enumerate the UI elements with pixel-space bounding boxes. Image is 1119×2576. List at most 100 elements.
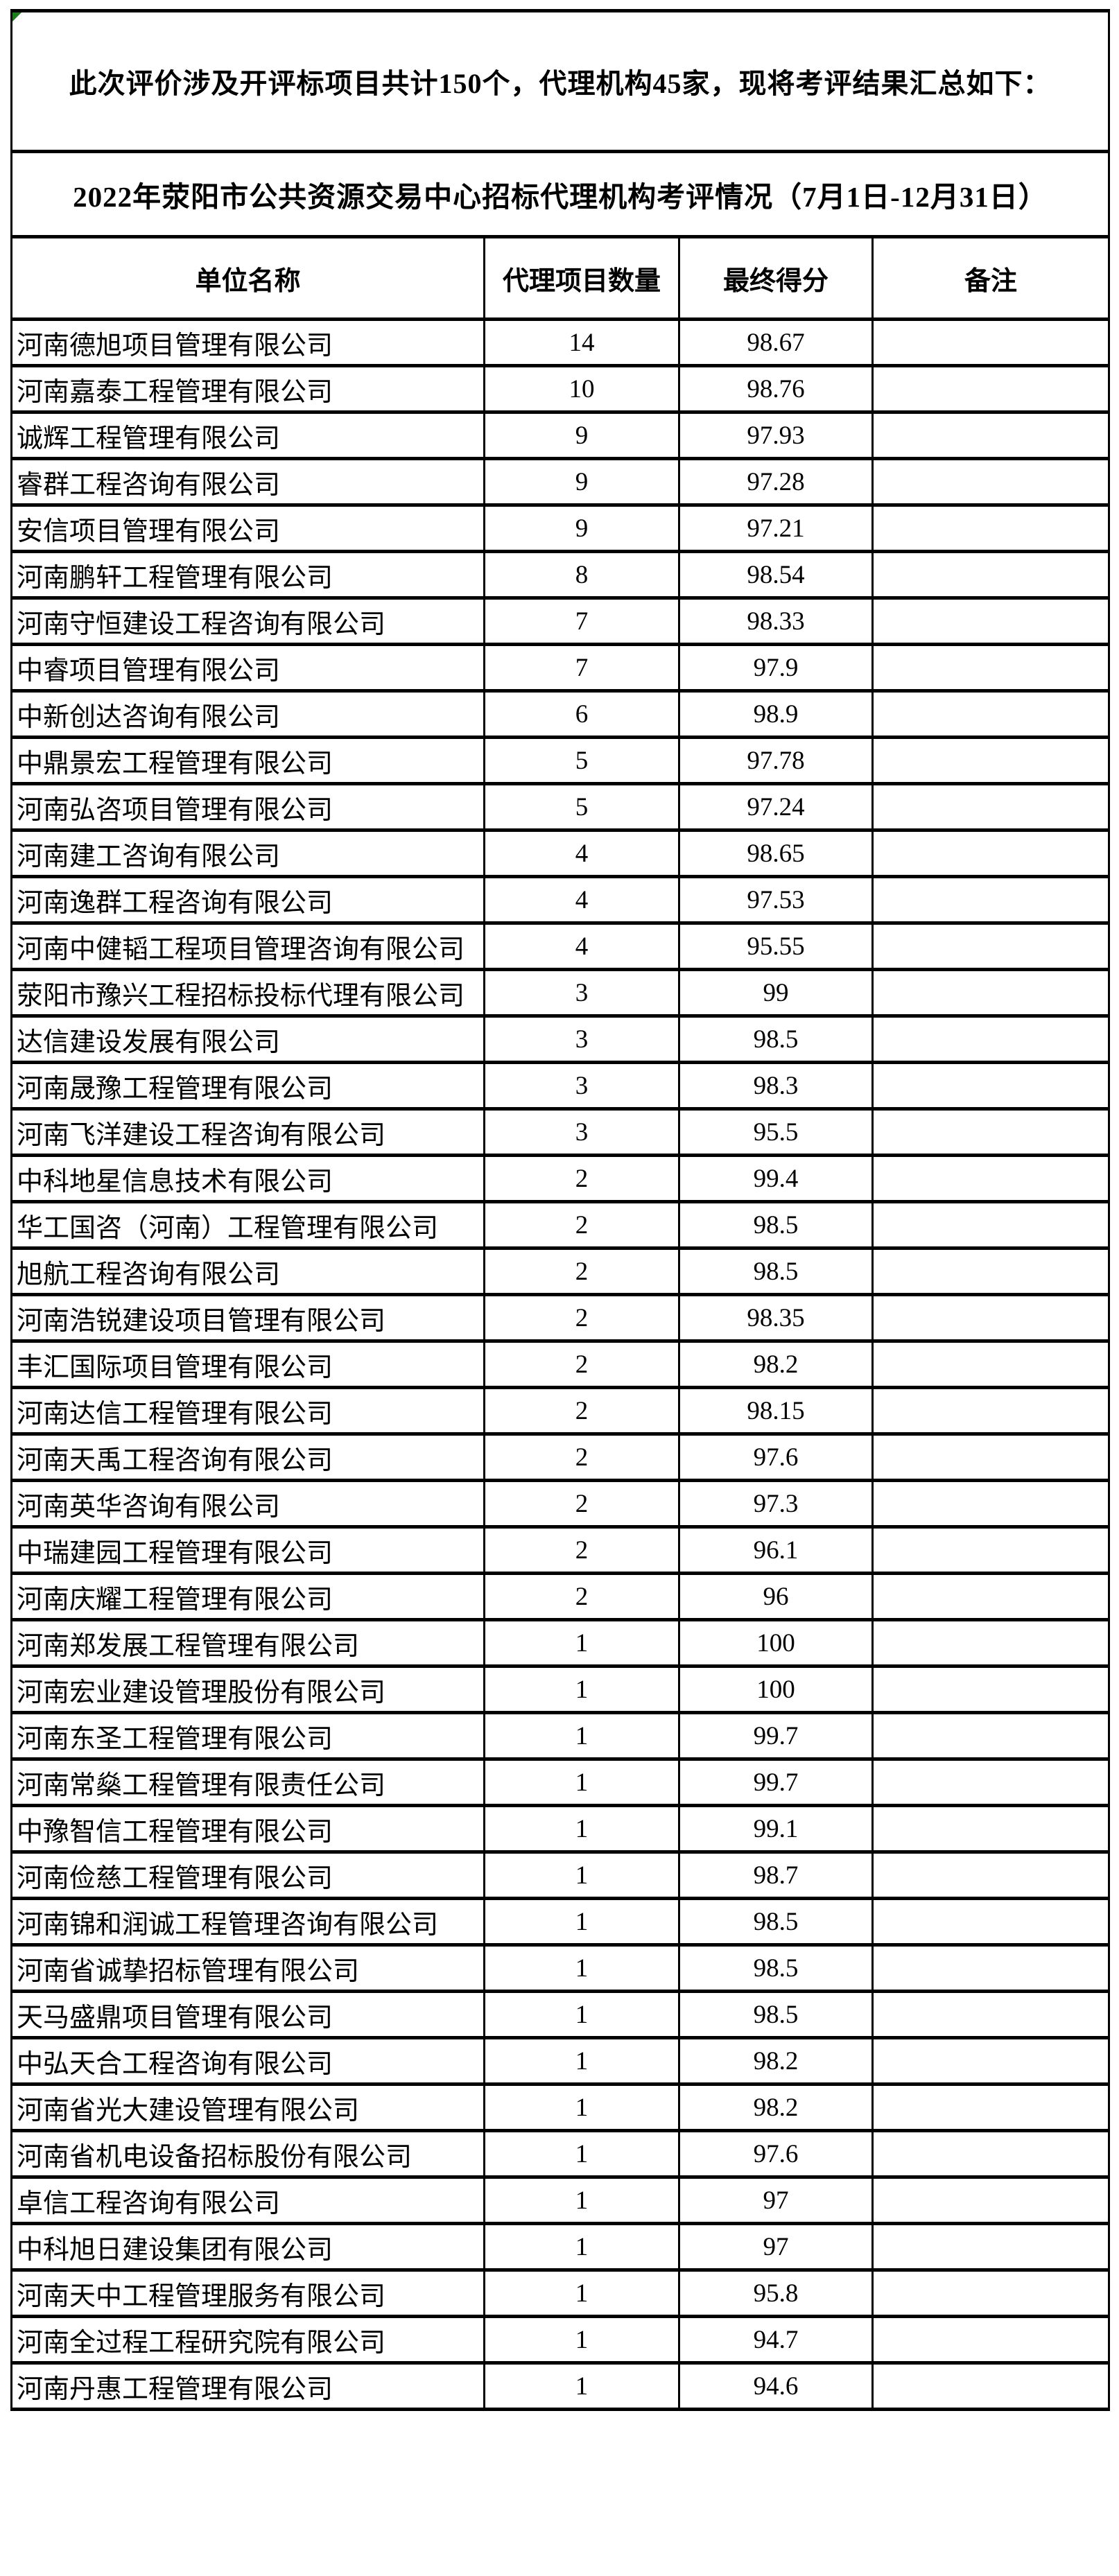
remark-cell (871, 596, 1110, 646)
remark-cell (871, 2082, 1110, 2132)
remark-cell (871, 1386, 1110, 1436)
final-score-cell: 99.7 (678, 1711, 874, 1761)
company-name-cell: 天马盛鼎项目管理有限公司 (10, 1990, 485, 2039)
final-score-cell: 99.4 (678, 1154, 874, 1203)
company-name-cell: 达信建设发展有限公司 (10, 1014, 485, 1064)
company-name-cell: 中弘天合工程咨询有限公司 (10, 2036, 485, 2086)
remark-cell (871, 2268, 1110, 2318)
company-name-cell: 河南庆耀工程管理有限公司 (10, 1572, 485, 1621)
table-row: 河南德旭项目管理有限公司 14 98.67 (10, 317, 1110, 367)
remark-cell (871, 2222, 1110, 2272)
project-count-cell: 3 (483, 1107, 680, 1157)
final-score-cell: 98.2 (678, 2036, 874, 2086)
project-count-cell: 1 (483, 1897, 680, 1947)
project-count-cell: 1 (483, 2082, 680, 2132)
table-row: 华工国咨（河南）工程管理有限公司 2 98.5 (10, 1200, 1110, 1250)
project-count-cell: 3 (483, 968, 680, 1018)
project-count-cell: 3 (483, 1014, 680, 1064)
company-name-cell: 诚辉工程管理有限公司 (10, 410, 485, 460)
project-count-cell: 1 (483, 2175, 680, 2225)
remark-cell (871, 689, 1110, 739)
project-count-cell: 14 (483, 317, 680, 367)
final-score-cell: 94.6 (678, 2361, 874, 2411)
project-count-cell: 2 (483, 1432, 680, 1482)
table-row: 河南中健韬工程项目管理咨询有限公司 4 95.55 (10, 921, 1110, 971)
remark-cell (871, 457, 1110, 507)
remark-cell (871, 1293, 1110, 1343)
final-score-cell: 98.5 (678, 1014, 874, 1064)
company-name-cell: 中科旭日建设集团有限公司 (10, 2222, 485, 2272)
final-score-cell: 99 (678, 968, 874, 1018)
final-score-cell: 98.54 (678, 550, 874, 600)
project-count-cell: 2 (483, 1386, 680, 1436)
remark-cell (871, 2129, 1110, 2179)
final-score-cell: 99.1 (678, 1804, 874, 1854)
remark-cell (871, 1618, 1110, 1668)
table-row: 河南鹏轩工程管理有限公司 8 98.54 (10, 550, 1110, 600)
table-row: 河南庆耀工程管理有限公司 2 96 (10, 1572, 1110, 1621)
project-count-cell: 10 (483, 364, 680, 414)
table-row: 河南达信工程管理有限公司 2 98.15 (10, 1386, 1110, 1436)
table-row: 卓信工程咨询有限公司 1 97 (10, 2175, 1110, 2225)
remark-cell (871, 1107, 1110, 1157)
company-name-cell: 中鼎景宏工程管理有限公司 (10, 736, 485, 785)
final-score-cell: 100 (678, 1664, 874, 1714)
project-count-cell: 1 (483, 1943, 680, 1993)
remark-cell (871, 1061, 1110, 1111)
company-name-cell: 河南省机电设备招标股份有限公司 (10, 2129, 485, 2179)
final-score-cell: 97.9 (678, 643, 874, 693)
remark-cell (871, 503, 1110, 553)
company-name-cell: 河南建工咨询有限公司 (10, 828, 485, 878)
company-name-cell: 河南郑发展工程管理有限公司 (10, 1618, 485, 1668)
company-name-cell: 河南中健韬工程项目管理咨询有限公司 (10, 921, 485, 971)
company-name-cell: 河南天中工程管理服务有限公司 (10, 2268, 485, 2318)
company-name-cell: 河南宏业建设管理股份有限公司 (10, 1664, 485, 1714)
company-name-cell: 河南英华咨询有限公司 (10, 1479, 485, 1529)
project-count-cell: 1 (483, 1664, 680, 1714)
project-count-cell: 1 (483, 2315, 680, 2365)
project-count-cell: 8 (483, 550, 680, 600)
project-count-cell: 7 (483, 643, 680, 693)
company-name-cell: 河南逸群工程咨询有限公司 (10, 875, 485, 925)
title-row: 2022年荥阳市公共资源交易中心招标代理机构考评情况（7月1日-12月31日） (10, 150, 1110, 238)
table-title: 2022年荥阳市公共资源交易中心招标代理机构考评情况（7月1日-12月31日） (10, 150, 1110, 238)
final-score-cell: 98.9 (678, 689, 874, 739)
final-score-cell: 98.5 (678, 1943, 874, 1993)
company-name-cell: 中新创达咨询有限公司 (10, 689, 485, 739)
final-score-cell: 97.6 (678, 2129, 874, 2179)
remark-cell (871, 643, 1110, 693)
project-count-cell: 4 (483, 875, 680, 925)
project-count-cell: 1 (483, 1804, 680, 1854)
remark-cell (871, 1850, 1110, 1900)
remark-cell (871, 1664, 1110, 1714)
evaluation-table: 此次评价涉及开评标项目共计150个，代理机构45家，现将考评结果汇总如下： 20… (10, 9, 1110, 2411)
project-count-cell: 6 (483, 689, 680, 739)
table-row: 安信项目管理有限公司 9 97.21 (10, 503, 1110, 553)
final-score-cell: 100 (678, 1618, 874, 1668)
company-name-cell: 河南省光大建设管理有限公司 (10, 2082, 485, 2132)
table-row: 河南逸群工程咨询有限公司 4 97.53 (10, 875, 1110, 925)
project-count-cell: 1 (483, 2036, 680, 2086)
project-count-cell: 2 (483, 1200, 680, 1250)
table-row: 中瑞建园工程管理有限公司 2 96.1 (10, 1525, 1110, 1575)
remark-cell (871, 364, 1110, 414)
project-count-cell: 5 (483, 782, 680, 832)
final-score-cell: 97 (678, 2222, 874, 2272)
remark-cell (871, 828, 1110, 878)
table-row: 中睿项目管理有限公司 7 97.9 (10, 643, 1110, 693)
table-body: 此次评价涉及开评标项目共计150个，代理机构45家，现将考评结果汇总如下： 20… (10, 9, 1110, 2411)
company-name-cell: 荥阳市豫兴工程招标投标代理有限公司 (10, 968, 485, 1018)
remark-cell (871, 2036, 1110, 2086)
project-count-cell: 9 (483, 503, 680, 553)
company-name-cell: 河南全过程工程研究院有限公司 (10, 2315, 485, 2365)
final-score-cell: 97.6 (678, 1432, 874, 1482)
column-header-project-count: 代理项目数量 (483, 235, 680, 321)
remark-cell (871, 1246, 1110, 1296)
final-score-cell: 97.93 (678, 410, 874, 460)
company-name-cell: 丰汇国际项目管理有限公司 (10, 1339, 485, 1389)
company-name-cell: 河南鹏轩工程管理有限公司 (10, 550, 485, 600)
table-row: 天马盛鼎项目管理有限公司 1 98.5 (10, 1990, 1110, 2039)
final-score-cell: 97.78 (678, 736, 874, 785)
remark-cell (871, 2175, 1110, 2225)
project-count-cell: 1 (483, 1711, 680, 1761)
